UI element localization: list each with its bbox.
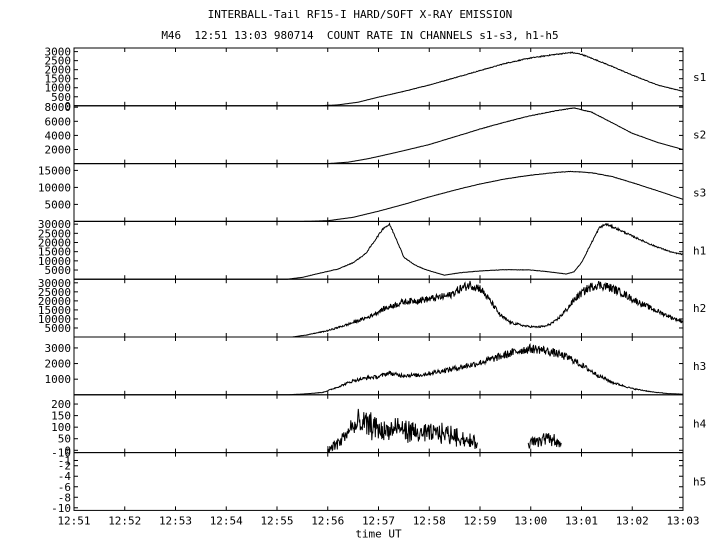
panel-frame-h3 (73, 336, 684, 396)
y-tick-label-h4: 0 (64, 444, 71, 457)
x-tick-label: 12:55 (260, 514, 293, 527)
chart-subtitle: M46 12:51 13:03 980714 COUNT RATE IN CHA… (161, 29, 559, 42)
y-tick-label-s1: 2500 (45, 55, 72, 68)
series-line-h4 (527, 433, 562, 449)
y-tick-label-h4: 100 (51, 421, 71, 434)
chart-title: INTERBALL-Tail RF15-I HARD/SOFT X-RAY EM… (207, 8, 513, 21)
series-line-s3 (74, 170, 684, 222)
y-tick-label-s2: 8000 (45, 101, 72, 114)
y-tick-label-h3: 3000 (45, 342, 72, 355)
series-line-h4 (327, 408, 478, 454)
y-tick-label-s3: 15000 (38, 164, 71, 177)
y-tick-label-s1: 1500 (45, 73, 72, 86)
y-tick-label-h1: 15000 (38, 246, 71, 259)
y-tick-label-s1: 3000 (45, 46, 72, 59)
panel-frame-s2 (73, 105, 684, 165)
y-tick-label-h5: -8 (58, 491, 71, 504)
panel-frame-h4 (73, 394, 684, 454)
y-tick-label-h2: 30000 (38, 277, 71, 290)
y-tick-label-s2: 6000 (45, 115, 72, 128)
x-axis-label: time UT (355, 527, 402, 540)
y-tick-label-h5: -1 (58, 454, 71, 467)
x-tick-label: 13:00 (514, 514, 547, 527)
y-tick-label-h1: 25000 (38, 227, 71, 240)
y-tick-label-s1: 0 (64, 100, 71, 113)
panel-frame-h1 (73, 220, 684, 280)
x-tick-label: 13:03 (666, 514, 699, 527)
x-tick-label: 12:58 (413, 514, 446, 527)
series-line-s1 (74, 51, 684, 107)
y-tick-label-s3: 5000 (45, 198, 72, 211)
y-tick-label-h5: -4 (58, 470, 72, 483)
series-line-h3 (74, 343, 684, 396)
y-tick-label-s2: 2000 (45, 144, 72, 157)
y-tick-label-h1: 30000 (38, 218, 71, 231)
y-tick-label-h4: -10 (51, 447, 71, 460)
series-label-h4: h4 (693, 418, 707, 431)
y-tick-label-s3: 10000 (38, 181, 71, 194)
y-tick-label-h2: 20000 (38, 295, 71, 308)
x-tick-label: 12:54 (210, 514, 243, 527)
y-tick-label-h2: 5000 (45, 322, 72, 335)
series-line-h2 (74, 280, 684, 338)
x-tick-label: 12:53 (159, 514, 192, 527)
y-tick-label-h5: -2 (58, 460, 71, 473)
y-tick-label-s2: 4000 (45, 129, 72, 142)
panel-frame-h5 (73, 452, 684, 511)
x-tick-label: 12:52 (108, 514, 141, 527)
y-tick-label-h5: -10 (51, 502, 71, 515)
y-tick-label-h1: 10000 (38, 255, 71, 268)
x-tick-label: 13:01 (565, 514, 598, 527)
x-tick-label: 12:56 (311, 514, 344, 527)
y-tick-label-h3: 1000 (45, 373, 72, 386)
y-tick-label-h1: 5000 (45, 264, 72, 277)
x-tick-label: 12:59 (463, 514, 496, 527)
x-tick-label: 13:02 (616, 514, 649, 527)
x-tick-label: 12:57 (362, 514, 395, 527)
y-tick-label-s1: 500 (51, 91, 71, 104)
y-tick-label-h4: 50 (58, 433, 71, 446)
series-label-h1: h1 (693, 244, 706, 257)
series-label-h2: h2 (693, 302, 706, 315)
y-tick-label-h5: -6 (58, 481, 71, 494)
panel-frame-h2 (73, 278, 684, 338)
y-tick-label-s1: 1000 (45, 82, 72, 95)
series-label-s1: s1 (693, 71, 706, 84)
y-tick-label-h2: 10000 (38, 313, 71, 326)
series-label-h3: h3 (693, 360, 706, 373)
series-line-s2 (74, 107, 684, 165)
y-tick-label-h3: 2000 (45, 358, 72, 371)
series-label-s3: s3 (693, 187, 706, 200)
y-tick-label-h4: 200 (51, 398, 71, 411)
series-label-s2: s2 (693, 129, 706, 142)
y-tick-label-h2: 15000 (38, 304, 71, 317)
y-tick-label-h4: 150 (51, 410, 71, 423)
series-line-h1 (74, 222, 684, 280)
x-tick-label: 12:51 (57, 514, 90, 527)
y-tick-label-h2: 25000 (38, 286, 71, 299)
series-label-h5: h5 (693, 476, 706, 489)
panel-frame-s3 (73, 163, 684, 222)
y-tick-label-s1: 2000 (45, 64, 72, 77)
y-tick-label-h1: 20000 (38, 237, 71, 250)
